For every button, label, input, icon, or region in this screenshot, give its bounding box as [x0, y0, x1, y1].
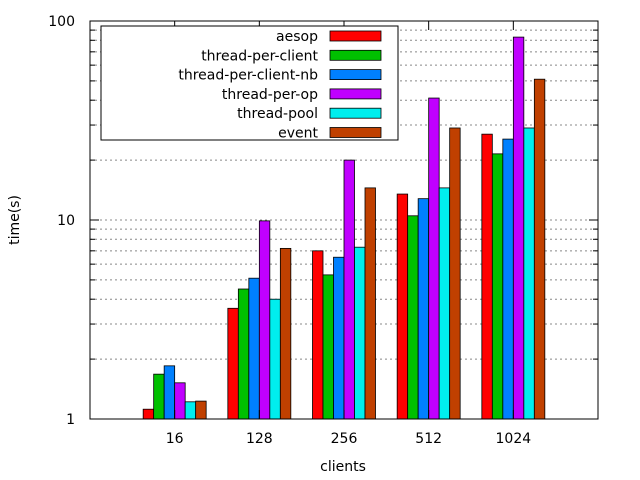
- y-tick-label: 1: [66, 412, 75, 428]
- bar-event-256: [364, 187, 376, 420]
- bar-thread-per-client-nb-1024: [502, 138, 514, 420]
- bar-aesop-512: [396, 193, 409, 420]
- x-tick-label: 1024: [496, 431, 532, 447]
- x-tick-label: 128: [246, 431, 273, 447]
- legend-box: [100, 25, 399, 141]
- bar-thread-pool-128: [269, 298, 281, 420]
- x-tick-label: 256: [331, 431, 358, 447]
- legend-label: aesop: [276, 29, 318, 45]
- legend-swatch: [329, 49, 382, 61]
- bar-aesop-256: [312, 250, 324, 420]
- bar-thread-per-op-512: [428, 97, 440, 420]
- x-axis-label: clients: [320, 459, 366, 475]
- bar-thread-pool-1024: [523, 127, 535, 420]
- legend-swatch: [329, 69, 382, 80]
- bar-thread-pool-512: [438, 187, 451, 420]
- bar-thread-per-client-1024: [491, 153, 504, 420]
- plot-frame: [89, 20, 599, 420]
- bar-aesop-16: [142, 408, 155, 420]
- bar-event-128: [279, 247, 292, 420]
- legend-label: thread-per-client: [201, 48, 318, 64]
- x-tick-label: 16: [166, 431, 184, 447]
- bar-thread-per-op-128: [258, 220, 271, 420]
- bar-thread-per-op-1024: [512, 36, 525, 420]
- axis-ticks: 1 10 100 16 128 256 512 1024: [48, 14, 598, 447]
- bar-thread-per-client-128: [237, 288, 250, 420]
- bar-thread-pool-256: [354, 246, 366, 420]
- legend-swatch: [329, 127, 382, 138]
- x-tick-label: 512: [415, 431, 442, 447]
- bar-aesop-128: [227, 307, 239, 420]
- bar-thread-per-client-16: [153, 373, 165, 420]
- bar-thread-per-op-256: [343, 159, 355, 420]
- y-tick-label: 10: [57, 213, 75, 229]
- legend-swatch: [329, 107, 382, 119]
- bar-event-1024: [533, 78, 546, 420]
- legend-label: event: [278, 126, 318, 142]
- legend: aesop thread-per-client thread-per-client-…: [100, 25, 399, 142]
- bar-thread-per-client-256: [322, 274, 334, 420]
- bar-thread-per-client-nb-512: [417, 198, 430, 420]
- bar-thread-per-client-nb-16: [163, 365, 176, 420]
- legend-label: thread-per-client-nb: [178, 68, 318, 84]
- bar-aesop-1024: [481, 133, 493, 420]
- legend-label: thread-per-op: [222, 87, 318, 103]
- y-tick-label: 100: [48, 14, 75, 30]
- y-axis-label: time(s): [7, 195, 23, 245]
- bar-thread-per-client-nb-256: [333, 256, 345, 420]
- bar-event-512: [449, 127, 461, 420]
- legend-label: thread-pool: [237, 106, 318, 122]
- legend-swatch: [329, 30, 382, 42]
- legend-swatch: [329, 88, 382, 100]
- bars: [142, 36, 546, 420]
- bar-thread-pool-16: [184, 401, 197, 420]
- bar-thread-per-client-nb-128: [248, 277, 260, 420]
- bar-thread-per-client-512: [407, 215, 419, 420]
- bar-thread-per-op-16: [174, 382, 186, 420]
- bar-event-16: [195, 400, 207, 420]
